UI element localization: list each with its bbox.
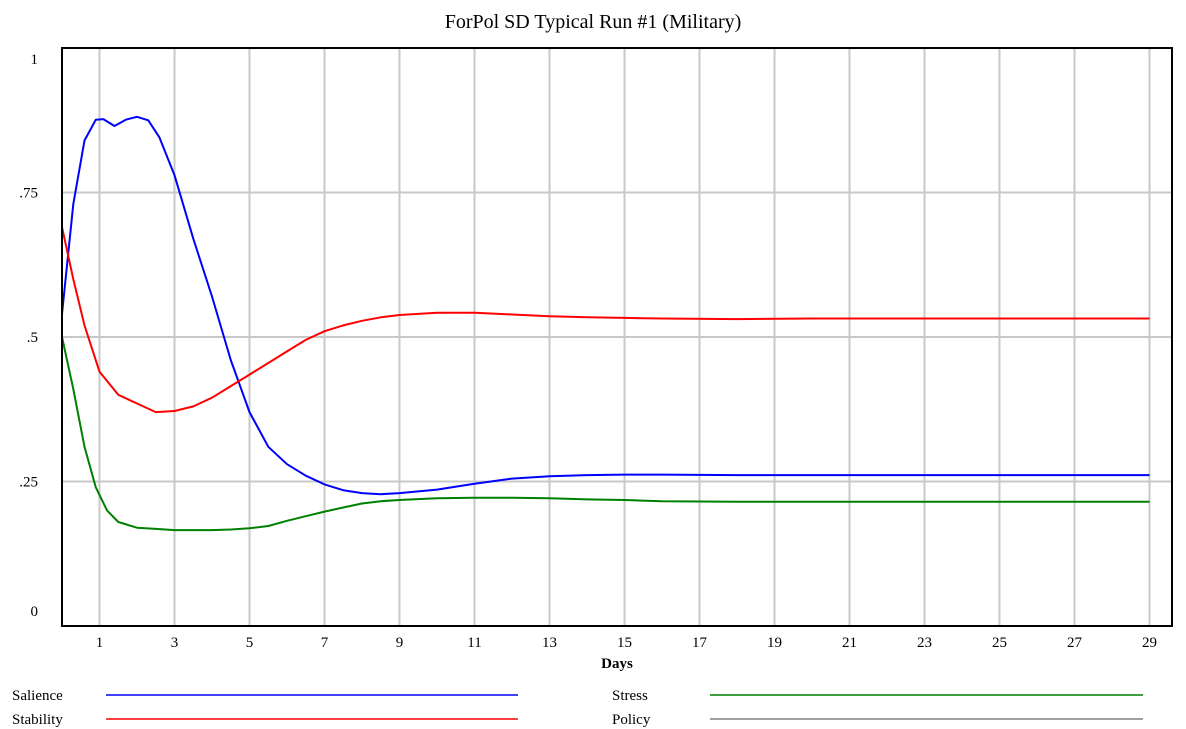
y-tick-label: .5 [27, 330, 38, 346]
y-tick-label: 0 [31, 604, 39, 620]
x-tick-label: 7 [321, 635, 329, 651]
x-tick-label: 1 [96, 635, 104, 651]
x-tick-label: 25 [992, 635, 1007, 651]
y-tick-label: .25 [19, 475, 38, 491]
x-axis-ticks: 1 3 5 7 9 11 13 15 17 19 21 23 25 27 29 [96, 635, 1157, 651]
x-tick-label: 15 [617, 635, 632, 651]
x-tick-label: 3 [171, 635, 179, 651]
grid-lines [62, 48, 1172, 626]
plot-frame [61, 47, 1173, 627]
x-tick-label: 29 [1142, 635, 1157, 651]
series-line-stability [61, 226, 1150, 414]
x-tick-label: 23 [917, 635, 932, 651]
x-tick-label: 19 [767, 635, 782, 651]
x-tick-label: 27 [1067, 635, 1083, 651]
legend-label-salience: Salience [12, 688, 63, 704]
x-tick-label: 17 [692, 635, 708, 651]
x-tick-label: 5 [246, 635, 254, 651]
x-tick-label: 13 [542, 635, 557, 651]
legend: Salience Stability Stress Policy [12, 688, 1143, 728]
x-tick-label: 9 [396, 635, 404, 651]
y-tick-label: 1 [31, 52, 39, 68]
y-tick-label: .75 [19, 186, 38, 202]
chart-title: ForPol SD Typical Run #1 (Military) [445, 11, 742, 33]
legend-label-policy: Policy [612, 712, 651, 728]
x-tick-label: 11 [467, 635, 481, 651]
y-axis-ticks: 1 .75 .5 .25 0 [19, 52, 38, 620]
series-lines [61, 115, 1150, 532]
legend-label-stress: Stress [612, 688, 648, 704]
x-axis-label: Days [601, 656, 633, 672]
series-line-salience [61, 115, 1150, 496]
legend-label-stability: Stability [12, 712, 63, 728]
series-line-stress [61, 336, 1150, 532]
x-tick-label: 21 [842, 635, 857, 651]
